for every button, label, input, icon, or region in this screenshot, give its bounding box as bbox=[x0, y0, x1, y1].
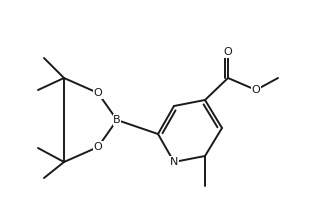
Text: O: O bbox=[252, 85, 260, 95]
Text: O: O bbox=[224, 47, 232, 57]
Text: O: O bbox=[94, 88, 102, 98]
Text: N: N bbox=[170, 157, 178, 167]
Text: O: O bbox=[94, 142, 102, 152]
Text: B: B bbox=[113, 115, 121, 125]
